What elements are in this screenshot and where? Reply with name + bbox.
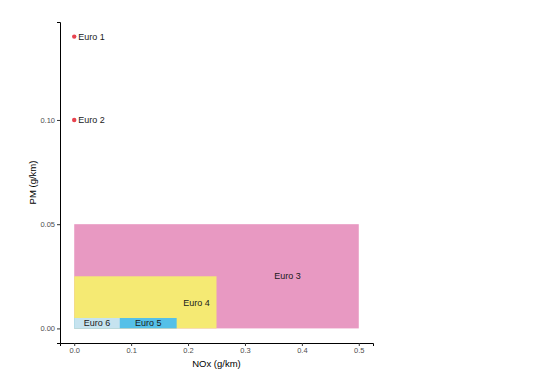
standard-area — [74, 276, 216, 328]
x-tick: 0.3 — [240, 343, 250, 355]
standard-area — [74, 318, 176, 328]
x-tick: 0.1 — [126, 343, 136, 355]
x-tick: 0.4 — [297, 343, 307, 355]
y-tick-label: 0.10 — [40, 116, 55, 125]
x-tick: 0.5 — [354, 343, 364, 355]
x-axis: 0.0 0.1 0.2 0.3 0.4 0.5 — [61, 343, 374, 355]
area-label: Euro 3 — [274, 271, 301, 281]
chart: Euro 3Euro 4Euro 5Euro 6Euro 1Euro 20.00… — [0, 0, 540, 382]
x-tick-label: 0.2 — [183, 346, 193, 355]
y-axis: 0.00 0.05 0.10 — [40, 23, 60, 344]
x-axis-title: NOx (g/km) — [192, 358, 241, 369]
point — [72, 34, 76, 38]
y-tick-mark — [57, 328, 60, 329]
y-tick-label: 0.00 — [40, 324, 55, 333]
plot-marks — [72, 34, 359, 328]
y-tick-label: 0.05 — [40, 220, 55, 229]
x-tick: 0.0 — [70, 343, 80, 355]
x-tick-label: 0.5 — [354, 346, 364, 355]
mark-labels: Euro 3 Euro 4 Euro 5 Euro 6 Euro 1 Euro 2 — [78, 32, 301, 329]
x-axis-line — [61, 344, 374, 347]
x-tick-label: 0.0 — [70, 346, 80, 355]
area-label: Euro 4 — [183, 298, 210, 308]
y-tick-mark — [57, 120, 60, 121]
point-label: Euro 1 — [78, 32, 105, 42]
x-tick-label: 0.1 — [126, 346, 136, 355]
x-tick: 0.2 — [183, 343, 193, 355]
x-tick-label: 0.4 — [297, 346, 307, 355]
area-label: Euro 5 — [135, 318, 162, 328]
y-tick: 0.10 — [40, 116, 60, 125]
y-tick: 0.05 — [40, 220, 60, 229]
x-tick-label: 0.3 — [240, 346, 250, 355]
area-label: Euro 6 — [84, 318, 111, 328]
point-label: Euro 2 — [78, 115, 105, 125]
y-tick-mark — [57, 224, 60, 225]
y-tick: 0.00 — [40, 324, 60, 333]
y-axis-line — [57, 23, 61, 344]
point — [72, 118, 76, 122]
standard-area — [74, 318, 120, 328]
y-axis-title: PM (g/km) — [27, 161, 38, 205]
standard-area — [74, 224, 359, 328]
